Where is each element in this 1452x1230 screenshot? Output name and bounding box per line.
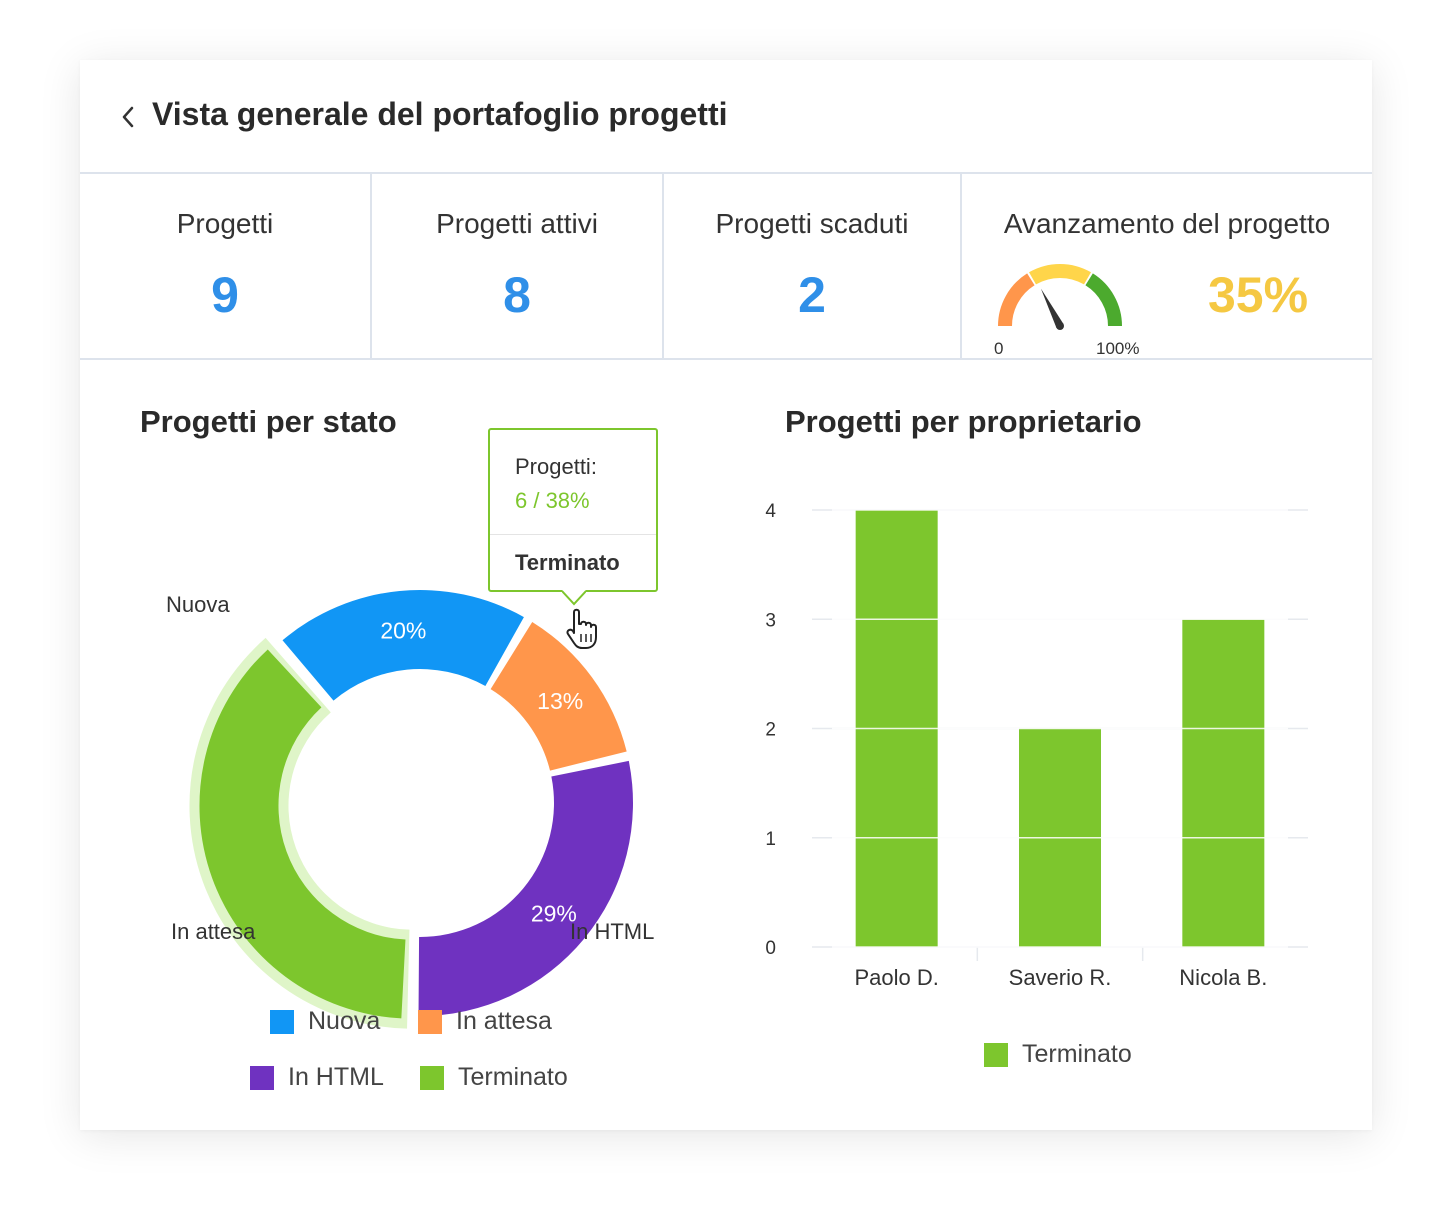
slice-category-label-nuova: Nuova <box>166 592 230 617</box>
tooltip-divider <box>490 534 656 535</box>
status-chart-title: Progetti per stato <box>140 404 397 439</box>
donut-slice-nuova <box>282 590 524 701</box>
kpi-label: Progetti attivi <box>436 208 598 239</box>
legend-swatch <box>420 1065 444 1090</box>
slice-percent-label-nuova: 20% <box>380 617 426 643</box>
kpi-value: 2 <box>798 267 826 323</box>
chevron-left-icon[interactable] <box>116 102 140 132</box>
donut-slice-in-html <box>418 760 633 1017</box>
kpi-label: Avanzamento del progetto <box>1003 208 1331 239</box>
legend-label: Terminato <box>1022 1040 1132 1068</box>
gauge-segment-high <box>1085 273 1122 327</box>
slice-percent-label-in-html: 29% <box>531 900 577 926</box>
kpi-label: Progetti scaduti <box>715 208 909 239</box>
x-tick-label: Saverio R. <box>1009 965 1112 990</box>
legend-label: Nuova <box>308 1007 381 1035</box>
kpi-value: 9 <box>211 267 239 323</box>
legend-label: In HTML <box>288 1063 384 1091</box>
x-tick-label: Paolo D. <box>854 965 938 990</box>
gauge-segment-mid <box>1029 264 1091 285</box>
progress-percent: 35% <box>1208 267 1309 323</box>
y-tick-label: 4 <box>765 501 776 522</box>
gauge-pivot <box>1056 322 1064 330</box>
legend-swatch <box>984 1042 1008 1067</box>
tooltip-title: Terminato <box>515 550 620 575</box>
legend-swatch <box>418 1009 442 1034</box>
legend-label: Terminato <box>458 1063 568 1091</box>
kpi-projects: Progetti 9 <box>80 174 372 358</box>
y-tick-label: 1 <box>765 829 776 850</box>
kpi-project-progress: Avanzamento del progetto 0 100% 35% <box>962 174 1372 358</box>
gauge-min-label: 0 <box>994 339 1003 358</box>
legend-item-terminato[interactable]: Terminato <box>420 1063 568 1092</box>
kpi-active-projects: Progetti attivi 8 <box>372 174 664 358</box>
owner-chart-title: Progetti per proprietario <box>785 404 1142 439</box>
legend-item-in-attesa[interactable]: In attesa <box>418 1007 552 1036</box>
dashboard-card: Vista generale del portafoglio progetti … <box>80 60 1372 1130</box>
legend-item-nuova[interactable]: Nuova <box>270 1007 380 1036</box>
legend-item-in-html[interactable]: In HTML <box>250 1063 384 1092</box>
slice-category-label-in-html: In HTML <box>570 919 654 944</box>
legend-label: In attesa <box>456 1007 552 1035</box>
owner-bar-chart: 0 1 2 3 4 Paolo D. Saverio R. Nicola B. <box>765 501 1308 990</box>
hand-cursor-icon <box>566 608 597 649</box>
donut-slice-in-attesa <box>490 621 627 771</box>
page-header: Vista generale del portafoglio progetti <box>80 60 1372 174</box>
kpi-value: 8 <box>503 267 531 323</box>
legend-item-terminato[interactable]: Terminato <box>984 1040 1132 1069</box>
gauge-max-label: 100% <box>1096 339 1139 358</box>
y-tick-label: 2 <box>765 720 776 741</box>
donut-slice-terminato <box>199 649 406 1019</box>
tooltip-label: Progetti: <box>515 454 597 479</box>
slice-percent-label-in-attesa: 13% <box>537 688 583 714</box>
status-donut-chart: 20% 13% 29% Nuova In attesa In HTML <box>166 590 654 1029</box>
gauge-needle <box>1040 288 1064 328</box>
kpi-overdue-projects: Progetti scaduti 2 <box>664 174 962 358</box>
y-tick-label: 3 <box>765 610 776 631</box>
page-title: Vista generale del portafoglio progetti <box>152 96 728 132</box>
bar-nicola-b <box>1182 619 1265 947</box>
slice-tooltip: Progetti: 6 / 38% Terminato <box>488 428 658 592</box>
kpi-row: Progetti 9 Progetti attivi 8 Progetti sc… <box>80 174 1372 360</box>
y-tick-label: 0 <box>765 938 776 959</box>
kpi-label: Progetti <box>176 208 274 239</box>
legend-swatch <box>270 1009 294 1034</box>
x-tick-label: Nicola B. <box>1179 965 1267 990</box>
legend-swatch <box>250 1065 274 1090</box>
gauge-segment-low <box>998 273 1035 327</box>
progress-gauge: 0 100% <box>994 264 1139 358</box>
slice-category-label-in-attesa: In attesa <box>171 919 256 944</box>
tooltip-value: 6 / 38% <box>515 488 590 513</box>
tooltip-pointer <box>562 590 586 606</box>
